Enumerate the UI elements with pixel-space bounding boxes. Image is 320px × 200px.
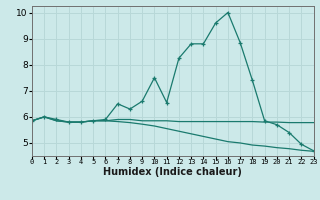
X-axis label: Humidex (Indice chaleur): Humidex (Indice chaleur) — [103, 167, 242, 177]
